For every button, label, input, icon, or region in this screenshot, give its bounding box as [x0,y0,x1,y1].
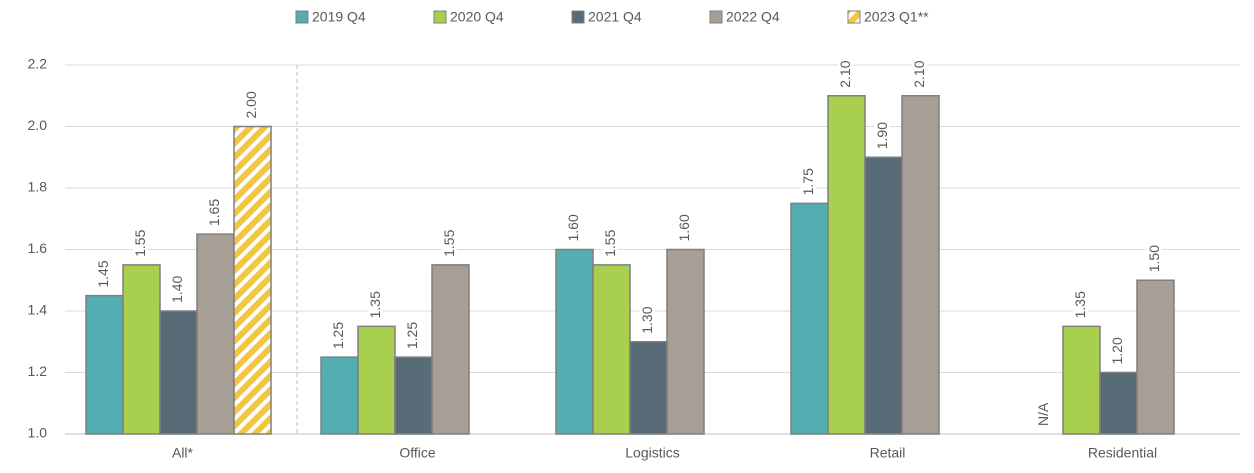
y-tick-label: 1.4 [28,302,48,318]
value-label: 1.35 [1072,291,1088,318]
legend-swatch [295,10,309,24]
value-label: 1.30 [639,306,655,333]
legend-swatch [709,10,723,24]
y-tick-label: 1.6 [28,240,48,256]
bar [1062,325,1101,435]
legend-swatch [433,10,447,24]
value-label: 2.10 [837,60,853,87]
y-tick-label: 2.0 [28,117,48,133]
bar [233,125,272,435]
value-label: 1.55 [132,229,148,256]
value-label: 1.35 [367,291,383,318]
value-label: 1.25 [330,322,346,349]
y-tick-label: 1.8 [28,179,48,195]
value-label: 1.40 [169,276,185,303]
value-label: 1.25 [404,322,420,349]
legend-label: 2021 Q4 [588,9,642,25]
legend-label: 2023 Q1** [864,9,929,25]
bar [320,356,359,435]
bar [357,325,396,435]
value-label: 2.00 [243,91,259,118]
legend-label: 2022 Q4 [726,9,780,25]
bar [122,264,161,435]
bar [159,310,198,435]
bar [827,95,866,435]
bar [555,248,594,435]
x-tick-label: All* [172,445,194,461]
value-label: 1.60 [565,214,581,241]
x-tick-label: Logistics [625,445,679,461]
x-tick-label: Office [399,445,436,461]
value-label: 1.75 [800,168,816,195]
bar [431,264,470,435]
value-label: 1.60 [676,214,692,241]
value-label: 1.50 [1146,245,1162,272]
bar [1099,371,1138,435]
bar [592,264,631,435]
value-label: 1.65 [206,199,222,226]
bar [666,248,705,435]
y-tick-label: 1.2 [28,363,48,379]
bar [629,341,668,435]
value-label: 1.45 [95,260,111,287]
bar [864,156,903,435]
value-label: N/A [1035,402,1051,426]
value-label: 2.10 [911,60,927,87]
bar [1136,279,1175,435]
bar [790,202,829,435]
x-tick-label: Retail [870,445,906,461]
legend-swatch [847,10,861,24]
y-tick-label: 2.2 [28,56,48,72]
bar [196,233,235,435]
bar [394,356,433,435]
value-label: 1.20 [1109,337,1125,364]
bar [85,294,124,435]
value-label: 1.55 [602,229,618,256]
legend-label: 2019 Q4 [312,9,366,25]
bar [901,95,940,435]
legend-label: 2020 Q4 [450,9,504,25]
legend-swatch [571,10,585,24]
x-tick-label: Residential [1088,445,1157,461]
value-label: 1.55 [441,229,457,256]
y-tick-label: 1.0 [28,425,48,441]
value-label: 1.90 [874,122,890,149]
